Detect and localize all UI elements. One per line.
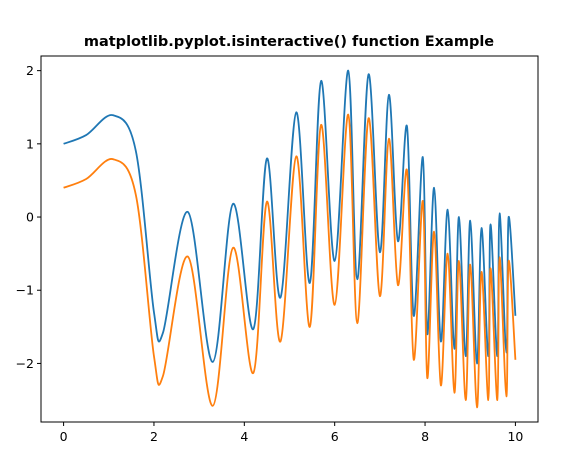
y-tick-label: 1 xyxy=(26,136,34,151)
x-tick-label: 0 xyxy=(60,429,68,444)
y-tick-label: −2 xyxy=(16,356,34,371)
x-tick-label: 10 xyxy=(507,429,523,444)
y-tick-label: −1 xyxy=(16,283,34,298)
series-line-1 xyxy=(63,69,517,365)
x-tick-label: 6 xyxy=(331,429,339,444)
x-axis: 0 2 4 6 8 10 xyxy=(60,422,523,444)
y-tick-label: 0 xyxy=(26,210,34,225)
plot-area-frame xyxy=(40,55,539,423)
y-tick-label: 2 xyxy=(26,63,34,78)
chart-title: matplotlib.pyplot.isinteractive() functi… xyxy=(84,34,494,50)
x-tick-label: 2 xyxy=(150,429,158,444)
y-axis: −2 −1 0 1 2 xyxy=(16,63,41,371)
x-tick-label: 8 xyxy=(421,429,429,444)
series-layer xyxy=(63,69,517,409)
series-line-2 xyxy=(63,113,517,409)
x-tick-label: 4 xyxy=(240,429,248,444)
